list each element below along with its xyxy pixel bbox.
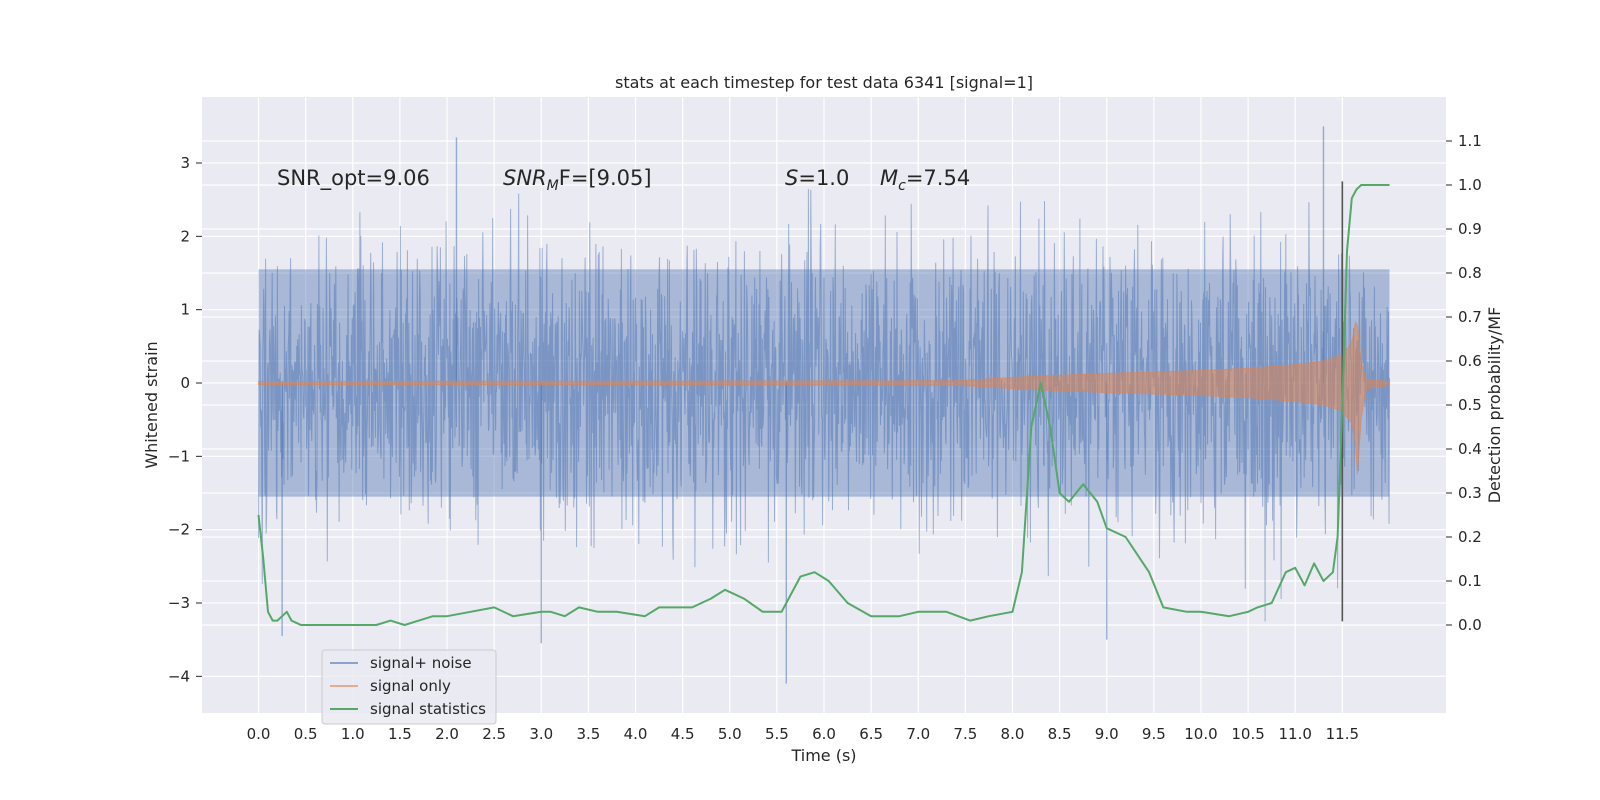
x-tick-label: 10.0: [1184, 725, 1217, 743]
x-tick-label: 0.0: [247, 725, 271, 743]
y2-tick-label: 1.1: [1458, 132, 1482, 150]
grid: [202, 97, 1446, 713]
y2-tick-label: 0.1: [1458, 572, 1482, 590]
x-tick-label: 11.0: [1279, 725, 1312, 743]
snr-mf-prefix: SNR: [503, 166, 547, 190]
annotation-mc: Mc=7.54: [880, 166, 970, 194]
x-axis-label: Time (s): [790, 746, 856, 765]
x-tick-label: 4.0: [624, 725, 648, 743]
y-tick-label: −1: [168, 447, 190, 465]
s-symbol: S: [785, 166, 798, 190]
x-tick-label: 4.5: [671, 725, 695, 743]
annotations: SNR_opt=9.06 SNRMF=[9.05] S=1.0 Mc=7.54: [277, 166, 970, 194]
x-tick-label: 8.0: [1001, 725, 1025, 743]
annotation-snr-mf: SNRMF=[9.05]: [503, 166, 652, 194]
signal-statistics-line: [257, 184, 1390, 626]
snr-mf-subscript: M: [547, 178, 559, 194]
y-tick-label: 0: [180, 374, 190, 392]
x-tick-label: 5.0: [718, 725, 742, 743]
x-tick-label: 1.0: [341, 725, 365, 743]
x-tick-label: 6.0: [812, 725, 836, 743]
legend-label-signal-noise: signal+ noise: [370, 654, 472, 672]
legend-frame: [321, 649, 497, 725]
annotation-snr-opt: SNR_opt=9.06: [277, 166, 430, 191]
mc-symbol: M: [880, 166, 898, 190]
x-tick-label: 10.5: [1231, 725, 1264, 743]
annotation-s: S=1.0: [785, 166, 849, 190]
x-tick-label: 8.5: [1048, 725, 1072, 743]
tick-labels: 0.0 0.5 1.0 1.5 2.0 2.5 3.0 3.5 4.0 4.5 5.0 5.5 6.0 6…: [168, 132, 1482, 743]
x-tick-label: 9.5: [1142, 725, 1166, 743]
s-value: =1.0: [798, 166, 849, 190]
y2-tick-label: 0.6: [1458, 352, 1482, 370]
x-tick-label: 5.5: [765, 725, 789, 743]
signal-only-band: [258, 320, 1390, 475]
y-tick-label: −4: [168, 667, 190, 685]
legend: signal+ noise signal only signal statist…: [321, 649, 497, 725]
y2-axis-label: Detection probability/MF: [1485, 307, 1504, 504]
y2-tick-label: 0.8: [1458, 264, 1482, 282]
x-tick-label: 2.0: [435, 725, 459, 743]
snr-mf-suffix: F=[9.05]: [559, 166, 652, 190]
y-tick-label: 1: [180, 301, 190, 319]
signal-noise-line: [258, 188, 1390, 622]
x-tick-label: 2.5: [482, 725, 506, 743]
x-tick-label: 7.0: [906, 725, 930, 743]
mc-value: =7.54: [906, 166, 970, 190]
signal-statistics-series: [257, 184, 1390, 626]
y2-tick-label: 0.0: [1458, 616, 1482, 634]
x-tick-label: 0.5: [294, 725, 318, 743]
y-tick-label: 3: [180, 154, 190, 172]
x-tick-label: 7.5: [953, 725, 977, 743]
x-tick-label: 11.5: [1326, 725, 1359, 743]
x-tick-label: 3.5: [576, 725, 600, 743]
y2-tick-label: 0.9: [1458, 220, 1482, 238]
legend-label-signal-only: signal only: [370, 677, 451, 695]
mc-subscript: c: [898, 178, 906, 194]
y2-tick-label: 0.5: [1458, 396, 1482, 414]
y-tick-label: 2: [180, 227, 190, 245]
x-tick-label: 3.0: [529, 725, 553, 743]
y2-tick-label: 1.0: [1458, 176, 1482, 194]
legend-label-signal-statistics: signal statistics: [370, 700, 486, 718]
y2-tick-label: 0.7: [1458, 308, 1482, 326]
x-tick-label: 1.5: [388, 725, 412, 743]
signal-only-series: [258, 320, 1390, 475]
y2-tick-label: 0.4: [1458, 440, 1482, 458]
y2-tick-label: 0.3: [1458, 484, 1482, 502]
x-tick-label: 9.0: [1095, 725, 1119, 743]
y-axis-label: Whitened strain: [142, 341, 161, 468]
chart-title: stats at each timestep for test data 634…: [615, 73, 1033, 92]
y2-tick-label: 0.2: [1458, 528, 1482, 546]
y-tick-label: −3: [168, 594, 190, 612]
x-tick-label: 6.5: [859, 725, 883, 743]
y-tick-label: −2: [168, 521, 190, 539]
